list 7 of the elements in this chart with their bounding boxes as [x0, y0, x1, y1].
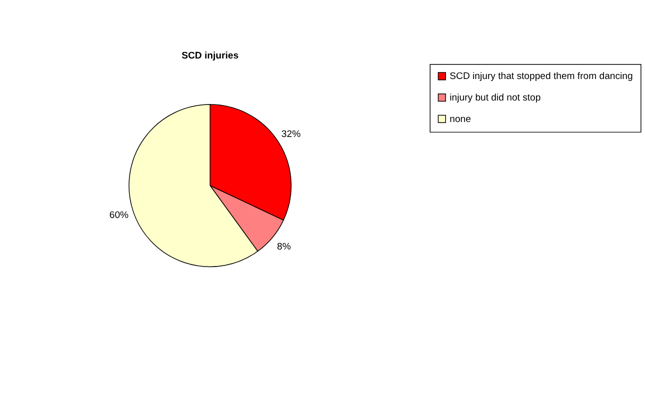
data-label: 60%	[109, 210, 130, 222]
chart-title: SCD injuries	[182, 50, 239, 62]
data-label: 8%	[277, 242, 292, 253]
legend-label: injury but did not stop	[450, 92, 541, 104]
legend-label: SCD injury that stopped them from dancing	[450, 71, 633, 82]
data-label: 32%	[281, 129, 302, 140]
legend-label: none	[450, 114, 471, 125]
